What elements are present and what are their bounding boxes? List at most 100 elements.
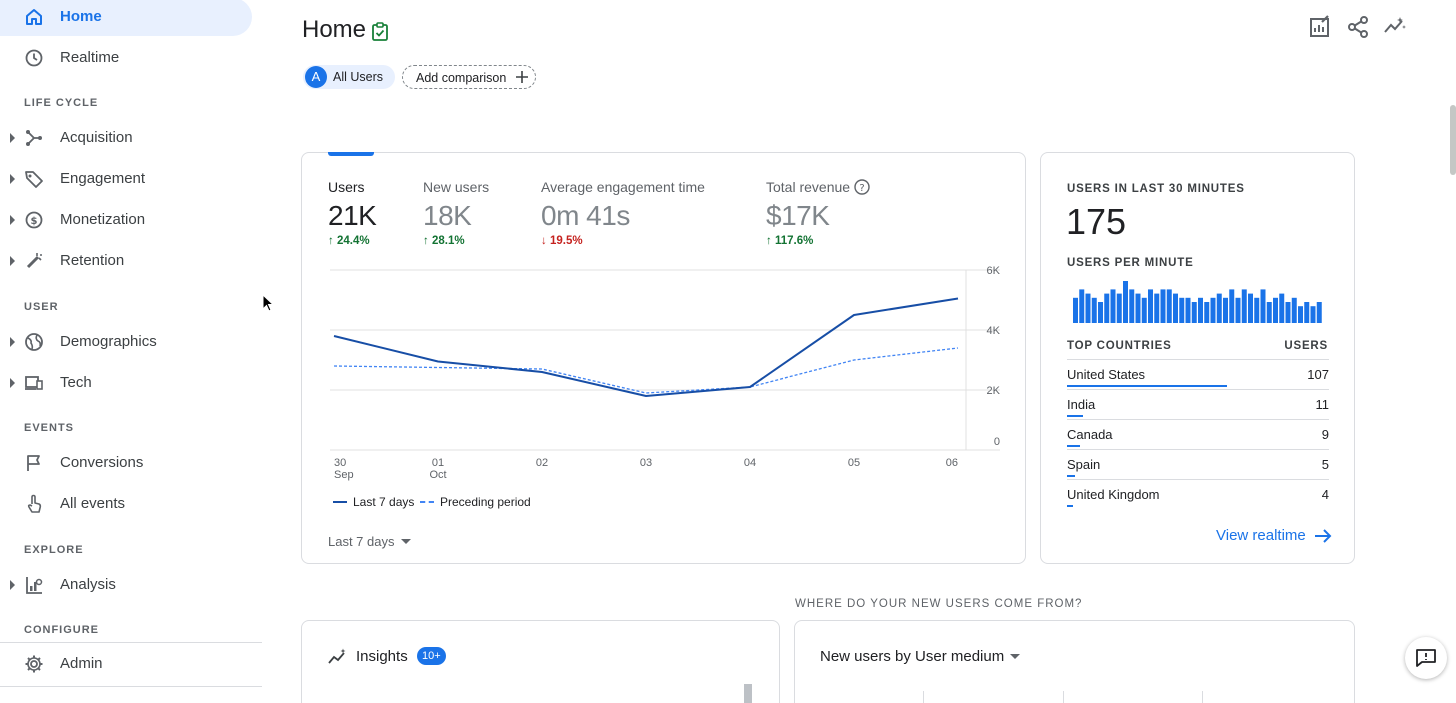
per-minute-bar bbox=[1198, 297, 1203, 323]
share-icon[interactable] bbox=[1346, 15, 1370, 39]
devices-icon bbox=[25, 376, 43, 390]
dropdown-arrow-icon bbox=[400, 539, 411, 544]
insights-icon bbox=[328, 648, 346, 664]
per-minute-bar bbox=[1273, 297, 1278, 323]
country-users: 11 bbox=[1315, 397, 1330, 412]
per-minute-bar bbox=[1248, 293, 1253, 323]
country-share-bar bbox=[1067, 385, 1227, 387]
per-minute-bar bbox=[1204, 302, 1210, 323]
country-name: Spain bbox=[1067, 457, 1101, 472]
view-realtime-link[interactable]: View realtime bbox=[1216, 527, 1332, 544]
date-range-label: Last 7 days bbox=[328, 534, 395, 549]
svg-text:$: $ bbox=[31, 216, 38, 227]
sidebar-item-admin[interactable]: Admin bbox=[0, 645, 252, 683]
chip-label: Add comparison bbox=[416, 71, 507, 85]
section-label-user: USER bbox=[24, 301, 59, 313]
per-minute-bar bbox=[1073, 297, 1078, 323]
section-label-explore: EXPLORE bbox=[24, 544, 84, 556]
sidebar-item-realtime[interactable]: Realtime bbox=[0, 39, 252, 77]
legend-item-last-7-days: Last 7 days bbox=[333, 495, 414, 509]
date-range-dropdown[interactable]: Last 7 days bbox=[328, 534, 411, 549]
chip-label: All Users bbox=[333, 70, 384, 84]
insights-icon[interactable] bbox=[1383, 15, 1407, 39]
country-users: 107 bbox=[1307, 367, 1329, 382]
sidebar-item-home[interactable]: Home bbox=[0, 0, 252, 36]
sidebar-item-conversions[interactable]: Conversions bbox=[0, 444, 252, 482]
sidebar-item-demographics[interactable]: Demographics bbox=[0, 323, 252, 361]
svg-text:?: ? bbox=[859, 183, 864, 194]
metric-label: New users bbox=[423, 179, 490, 195]
sidebar-item-retention[interactable]: Retention bbox=[0, 242, 252, 280]
sidebar: Home Realtime LIFE CYCLE Acquisition Eng… bbox=[0, 0, 262, 703]
insights-scrollbar[interactable] bbox=[744, 684, 752, 703]
page-scrollbar[interactable] bbox=[1450, 105, 1456, 175]
new-users-card: New users by User medium bbox=[794, 620, 1355, 703]
acquisition-icon bbox=[26, 130, 42, 146]
home-icon bbox=[26, 9, 42, 25]
clock-icon bbox=[25, 49, 43, 67]
per-minute-bar bbox=[1148, 289, 1153, 323]
metric-tab-new-users[interactable]: New users 18K ↑ 28.1% bbox=[423, 179, 489, 247]
sidebar-item-acquisition[interactable]: Acquisition bbox=[0, 119, 252, 157]
realtime-title: USERS IN LAST 30 MINUTES bbox=[1067, 183, 1245, 195]
metric-tab-users[interactable]: Users 21K ↑ 24.4% bbox=[328, 179, 377, 247]
customize-report-icon[interactable] bbox=[1308, 15, 1332, 39]
expand-caret-icon[interactable] bbox=[10, 133, 15, 143]
country-share-bar bbox=[1067, 475, 1075, 477]
country-users: 4 bbox=[1321, 487, 1329, 502]
expand-caret-icon[interactable] bbox=[10, 580, 15, 590]
add-comparison-button[interactable]: Add comparison bbox=[402, 65, 536, 89]
per-minute-bar bbox=[1085, 293, 1091, 323]
view-realtime-label: View realtime bbox=[1216, 527, 1306, 544]
sidebar-item-tech[interactable]: Tech bbox=[0, 364, 252, 402]
verified-report-icon[interactable] bbox=[371, 22, 389, 42]
new-users-dimension-dropdown[interactable]: New users by User medium bbox=[820, 648, 1021, 665]
y-tick-label: 4K bbox=[987, 325, 1001, 337]
feedback-button[interactable] bbox=[1405, 637, 1447, 679]
metric-delta: ↑ 28.1% bbox=[423, 235, 465, 247]
expand-caret-icon[interactable] bbox=[10, 256, 15, 266]
dropdown-arrow-icon bbox=[1010, 654, 1021, 659]
sidebar-item-label: All events bbox=[60, 495, 126, 512]
feedback-icon bbox=[1416, 649, 1436, 667]
help-icon[interactable]: ? bbox=[854, 179, 870, 195]
sidebar-item-label: Conversions bbox=[60, 454, 144, 471]
top-countries-header: TOP COUNTRIES bbox=[1067, 340, 1172, 352]
sidebar-item-monetization[interactable]: $ Monetization bbox=[0, 201, 252, 239]
expand-caret-icon[interactable] bbox=[10, 337, 15, 347]
users-per-minute-label: USERS PER MINUTE bbox=[1067, 257, 1194, 269]
per-minute-bar bbox=[1229, 289, 1235, 323]
metric-tab-engagement-time[interactable]: Average engagement time 0m 41s ↓ 19.5% bbox=[541, 179, 705, 247]
per-minute-bar bbox=[1298, 306, 1303, 323]
country-row: United Kingdom 4 bbox=[1067, 479, 1329, 509]
sidebar-item-engagement[interactable]: Engagement bbox=[0, 160, 252, 198]
sidebar-divider bbox=[0, 686, 262, 687]
expand-caret-icon[interactable] bbox=[10, 174, 15, 184]
expand-caret-icon[interactable] bbox=[10, 378, 15, 388]
expand-caret-icon[interactable] bbox=[10, 215, 15, 225]
arrow-right-icon bbox=[1314, 528, 1332, 543]
per-minute-bar bbox=[1266, 302, 1272, 323]
per-minute-bar bbox=[1254, 297, 1260, 323]
comparison-chip-all-users[interactable]: A All Users bbox=[303, 65, 395, 89]
metric-tab-total-revenue[interactable]: Total revenue? $17K ↑ 117.6% bbox=[766, 179, 870, 247]
country-share-bar bbox=[1067, 505, 1073, 507]
per-minute-bar bbox=[1173, 293, 1178, 323]
sidebar-item-label: Demographics bbox=[60, 333, 157, 350]
metric-value: 21K bbox=[328, 200, 377, 231]
sidebar-item-all-events[interactable]: All events bbox=[0, 485, 252, 523]
page-title: Home bbox=[302, 16, 367, 43]
dropdown-label: New users by User medium bbox=[820, 648, 1005, 665]
sidebar-item-analysis[interactable]: Analysis bbox=[0, 566, 252, 604]
sidebar-item-label: Analysis bbox=[60, 576, 116, 593]
x-tick-label: 01 bbox=[432, 457, 444, 469]
country-name: United Kingdom bbox=[1067, 487, 1160, 502]
country-row: Canada 9 bbox=[1067, 419, 1329, 449]
x-tick-label: 30 bbox=[334, 457, 346, 469]
per-minute-bar bbox=[1279, 293, 1285, 323]
sidebar-item-label: Acquisition bbox=[60, 129, 133, 146]
realtime-user-count: 175 bbox=[1066, 201, 1127, 242]
per-minute-bar bbox=[1098, 302, 1103, 323]
metric-label: Total revenue? bbox=[766, 179, 870, 195]
country-share-bar bbox=[1067, 445, 1080, 447]
